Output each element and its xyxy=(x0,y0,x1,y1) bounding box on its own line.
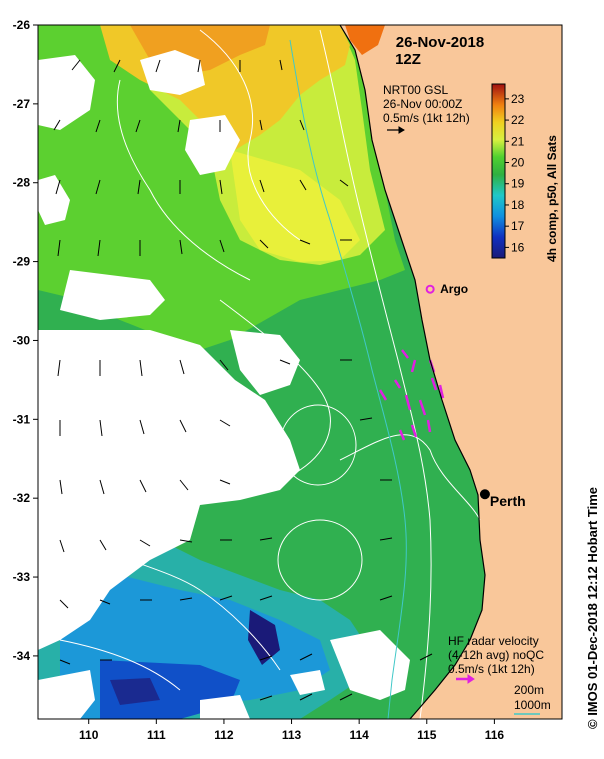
x-axis: 110 111 112 113 114 115 116 xyxy=(79,719,504,742)
radar-avg: (4-12h avg) noQC xyxy=(448,648,544,662)
temperature-contours xyxy=(59,29,481,691)
x-tick-label: 115 xyxy=(417,728,437,742)
y-tick-label: -30 xyxy=(13,333,31,347)
y-tick-label: -29 xyxy=(13,255,31,269)
x-tick-label: 116 xyxy=(485,728,505,742)
map-area xyxy=(38,25,562,719)
y-tick-label: -28 xyxy=(13,176,31,190)
cloud-gaps xyxy=(38,50,410,719)
colorbar-tick-label: 22 xyxy=(511,113,525,127)
y-tick-label: -33 xyxy=(13,570,31,584)
bathymetry-lines xyxy=(289,29,432,719)
bathy-1000m-label: 1000m xyxy=(514,698,551,712)
wind-vectors xyxy=(53,59,433,701)
colorbar-tick-label: 17 xyxy=(511,219,525,233)
perth-label: Perth xyxy=(490,493,526,509)
colorbar xyxy=(491,83,506,259)
x-tick-label: 114 xyxy=(349,728,369,742)
y-tick-label: -34 xyxy=(13,649,31,663)
radar-scale-arrow xyxy=(456,674,475,684)
bathy-200m-label: 200m xyxy=(514,683,544,697)
colorbar-tick-label: 16 xyxy=(511,240,525,254)
y-tick-label: -26 xyxy=(13,18,31,32)
coastline xyxy=(339,25,486,719)
y-axis: -26 -27 -28 -29 -30 -31 -32 -33 -34 xyxy=(13,18,38,663)
x-tick-label: 111 xyxy=(147,728,166,742)
perth-marker xyxy=(479,489,490,500)
colorbar-tick-label: 19 xyxy=(511,177,525,191)
y-tick-label: -27 xyxy=(13,97,31,111)
wind-time: 26-Nov 00:00Z xyxy=(383,97,462,111)
y-tick-label: -31 xyxy=(13,412,31,426)
colorbar-tick-label: 18 xyxy=(511,198,525,212)
y-tick-label: -32 xyxy=(13,491,31,505)
x-tick-label: 112 xyxy=(214,728,234,742)
argo-label: Argo xyxy=(440,282,468,296)
colorbar-label: 4h comp, p50, All Sats xyxy=(545,135,559,262)
radar-scale: 0.5m/s (1kt 12h) xyxy=(448,662,535,676)
x-tick-label: 113 xyxy=(282,728,302,742)
title-time: 12Z xyxy=(395,51,421,68)
argo-marker xyxy=(425,284,435,294)
radar-title: HF radar velocity xyxy=(448,634,539,648)
x-tick-label: 110 xyxy=(79,728,99,742)
plot-frame xyxy=(37,24,563,720)
colorbar-ticks: 23 22 21 20 19 18 17 16 xyxy=(505,92,525,254)
colorbar-tick-label: 21 xyxy=(511,134,525,148)
wind-scale-arrow xyxy=(387,126,405,134)
wind-source: NRT00 GSL xyxy=(383,83,448,97)
credit-text: © IMOS 01-Dec-2018 12:12 Hobart Time xyxy=(585,487,600,729)
colorbar-tick-label: 20 xyxy=(511,156,525,170)
colorbar-tick-label: 23 xyxy=(511,92,525,106)
title-date: 26-Nov-2018 xyxy=(396,34,484,51)
wind-scale: 0.5m/s (1kt 12h) xyxy=(383,111,470,125)
